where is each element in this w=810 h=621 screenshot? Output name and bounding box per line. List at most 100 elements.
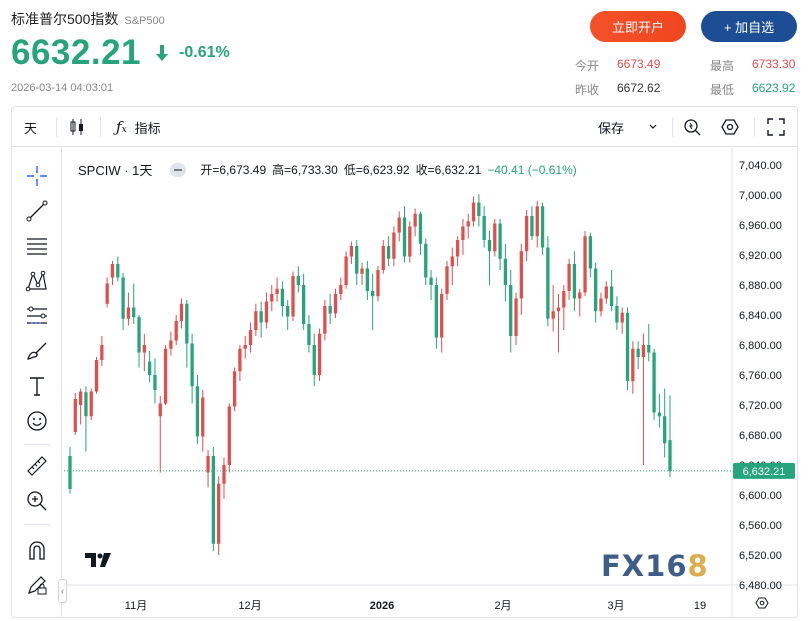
candle-body bbox=[498, 223, 502, 259]
candle-body bbox=[434, 285, 439, 338]
candle-body bbox=[227, 406, 231, 465]
indicators-button[interactable]: ƒx 指标 bbox=[116, 107, 161, 147]
candle-body bbox=[158, 403, 162, 417]
last-price-label: 6,632.21 bbox=[743, 466, 786, 478]
text-tool[interactable] bbox=[22, 371, 52, 401]
quick-search-icon bbox=[684, 119, 701, 136]
candle-body bbox=[270, 294, 274, 302]
candle-body bbox=[604, 286, 608, 299]
candle-body bbox=[599, 298, 603, 312]
pattern-tool[interactable] bbox=[22, 266, 52, 296]
candle-body bbox=[445, 266, 449, 294]
crosshair-tool[interactable] bbox=[22, 161, 52, 191]
projection-tool[interactable] bbox=[22, 301, 52, 331]
emoji-tool[interactable] bbox=[22, 406, 52, 436]
candle-body bbox=[609, 286, 614, 306]
price-chart[interactable]: 7,040.00 7,000.00 6,960.00 6,920.00 6,880.00… bbox=[12, 107, 797, 617]
trend-line-tool[interactable] bbox=[22, 196, 52, 226]
save-button[interactable]: 保存 bbox=[598, 107, 658, 147]
eye-toggle-icon[interactable] bbox=[170, 162, 187, 177]
candle-body bbox=[615, 306, 619, 323]
lock-draw-tool[interactable] bbox=[22, 570, 52, 600]
collapse-sidebar-button[interactable]: ‹ bbox=[58, 579, 67, 603]
chevron-down-icon bbox=[649, 124, 657, 129]
candle-body bbox=[248, 330, 253, 345]
fib-icon bbox=[27, 238, 47, 255]
y-tick-label: 7,040.00 bbox=[739, 160, 782, 172]
down-arrow-icon bbox=[156, 45, 169, 61]
candle-body bbox=[551, 311, 555, 319]
pattern-icon bbox=[25, 270, 47, 292]
candle-body bbox=[360, 268, 364, 274]
candle-body bbox=[126, 307, 131, 319]
fx-icon: ƒx bbox=[116, 118, 127, 136]
candle-body bbox=[169, 340, 173, 349]
candle-body bbox=[402, 217, 407, 257]
open-account-button[interactable]: 立即开户 bbox=[590, 11, 686, 42]
candle-body bbox=[355, 246, 359, 274]
candle-body bbox=[487, 240, 492, 252]
candle-body bbox=[503, 258, 508, 285]
candle-body bbox=[418, 213, 423, 244]
ruler-tool[interactable] bbox=[22, 451, 52, 481]
candle-body bbox=[408, 226, 412, 257]
magnet-tool[interactable] bbox=[22, 535, 52, 565]
candle-body bbox=[286, 306, 290, 317]
magnet-icon bbox=[29, 541, 45, 560]
candle-body bbox=[217, 483, 221, 544]
brush-tool[interactable] bbox=[22, 336, 52, 366]
candle-body bbox=[339, 285, 343, 294]
settings-button[interactable] bbox=[720, 107, 740, 147]
interval-button[interactable]: 天 bbox=[24, 120, 38, 136]
candle-body bbox=[222, 465, 226, 484]
crosshair-icon bbox=[27, 166, 47, 186]
fullscreen-button[interactable] bbox=[766, 107, 786, 147]
text-icon bbox=[30, 377, 44, 396]
candle-body bbox=[349, 246, 354, 257]
lock-pen-icon bbox=[28, 576, 47, 595]
zoom-in-tool[interactable] bbox=[22, 486, 52, 516]
y-tick-label: 6,480.00 bbox=[739, 580, 782, 592]
y-tick-label: 6,600.00 bbox=[739, 490, 782, 502]
axis-settings-icon[interactable] bbox=[755, 597, 769, 609]
candle-body bbox=[440, 294, 444, 338]
candle-body bbox=[84, 392, 88, 417]
candle-body bbox=[185, 303, 189, 344]
candle-body bbox=[174, 321, 178, 341]
candle-body bbox=[132, 307, 136, 318]
drawing-toolbar bbox=[12, 147, 62, 617]
candle-body bbox=[381, 246, 385, 270]
low-value: 6623.92 bbox=[752, 81, 796, 95]
legend-close: 收=6,632.21 bbox=[415, 163, 482, 177]
candle-body bbox=[254, 311, 258, 330]
candle-body bbox=[392, 232, 396, 259]
tradingview-logo-icon bbox=[85, 553, 111, 567]
candle-body bbox=[201, 397, 205, 437]
candle-body bbox=[243, 345, 247, 349]
quick-search-button[interactable] bbox=[682, 107, 702, 147]
quote-timestamp: 2026-03-14 04:03:01 bbox=[11, 82, 114, 94]
high-label: 最高 bbox=[710, 59, 735, 73]
title-row: 标准普尔500指数 S&P500 bbox=[11, 9, 165, 29]
candle-body bbox=[371, 291, 375, 297]
high-value: 6733.30 bbox=[752, 57, 796, 71]
candle-body bbox=[296, 276, 300, 285]
y-tick-label: 6,680.00 bbox=[739, 430, 782, 442]
prev-close-label: 昨收 bbox=[575, 83, 600, 97]
legend-change: −40.41 (−0.61%) bbox=[487, 162, 577, 177]
fib-tool[interactable] bbox=[22, 231, 52, 261]
candle-body bbox=[137, 317, 141, 353]
add-watchlist-button[interactable]: + 加自选 bbox=[701, 11, 797, 42]
y-tick-label: 6,800.00 bbox=[739, 340, 782, 352]
chart-toolbar: 天 ƒx 指标 保存 bbox=[12, 107, 797, 147]
x-tick-label: 2月 bbox=[494, 600, 511, 612]
chart-widget: 天 ƒx 指标 保存 bbox=[11, 106, 798, 618]
candle-body bbox=[562, 291, 566, 308]
index-title: 标准普尔500指数 bbox=[11, 11, 119, 27]
candle-body bbox=[652, 352, 656, 413]
candle-body bbox=[482, 216, 486, 240]
candle-type-button[interactable] bbox=[68, 107, 86, 147]
candle-body bbox=[631, 348, 635, 381]
candle-body bbox=[280, 288, 285, 306]
last-price-badge bbox=[733, 462, 795, 479]
